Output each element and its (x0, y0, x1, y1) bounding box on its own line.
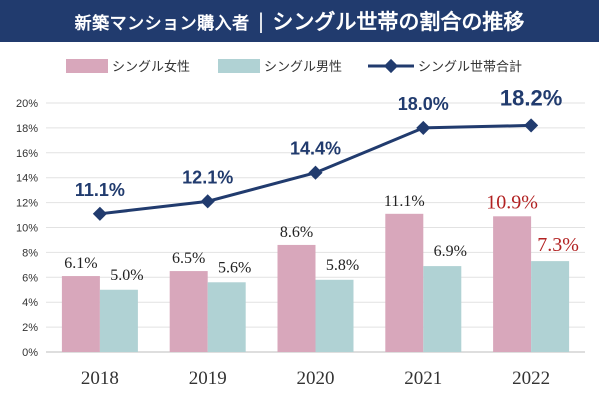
bar-female-2021 (385, 213, 424, 352)
label-female-2018: 6.1% (64, 255, 97, 272)
legend-label-total: シングル世帯合計 (418, 59, 522, 75)
label-total-2019: 12.1% (182, 167, 233, 187)
bar-male-2018 (99, 289, 138, 352)
bar-male-2022 (531, 261, 570, 352)
total-marker-2021 (416, 120, 431, 135)
bar-female-2022 (493, 216, 532, 352)
y-tick-label: 16% (16, 148, 38, 160)
bar-male-2021 (423, 266, 462, 352)
y-tick-label: 12% (16, 198, 38, 210)
label-male-2022: 7.3% (537, 234, 579, 256)
y-tick-label: 6% (22, 272, 38, 284)
label-total-2022: 18.2% (500, 85, 562, 110)
legend-swatch-female (66, 59, 108, 73)
y-tick-label: 20% (16, 98, 38, 110)
bar-female-2018 (61, 276, 100, 352)
y-tick-label: 18% (16, 123, 38, 135)
y-tick-label: 10% (16, 223, 38, 235)
legend-label-female: シングル女性 (112, 59, 190, 75)
bar-male-2020 (315, 279, 354, 352)
y-tick-label: 4% (22, 297, 38, 309)
total-marker-2020 (308, 165, 323, 180)
label-male-2020: 5.8% (326, 257, 359, 274)
title-left: 新築マンション購入者 (74, 13, 250, 34)
title-separator: | (257, 9, 265, 33)
bar-female-2019 (169, 271, 208, 352)
label-male-2018: 5.0% (110, 267, 143, 284)
total-marker-2019 (200, 194, 215, 209)
x-tick-label: 2022 (512, 368, 550, 389)
label-female-2020: 8.6% (280, 224, 313, 241)
legend-marker-total (383, 58, 399, 74)
bar-female-2020 (277, 244, 316, 352)
label-male-2019: 5.6% (218, 259, 251, 276)
x-tick-label: 2021 (404, 368, 442, 389)
label-female-2022: 10.9% (486, 191, 538, 213)
y-tick-label: 14% (16, 173, 38, 185)
legend-swatch-male (218, 59, 260, 73)
label-total-2021: 18.0% (398, 94, 449, 114)
total-marker-2022 (524, 118, 539, 133)
title-right: シングル世帯の割合の推移 (272, 10, 525, 34)
total-marker-2018 (92, 206, 107, 221)
bar-male-2019 (207, 282, 246, 352)
x-tick-label: 2019 (189, 368, 227, 389)
legend-label-male: シングル男性 (264, 60, 342, 75)
label-male-2021: 6.9% (434, 243, 467, 260)
y-tick-label: 8% (22, 247, 38, 259)
x-tick-label: 2018 (81, 368, 119, 389)
label-total-2018: 11.1% (75, 180, 125, 200)
label-female-2021: 11.1% (384, 193, 425, 210)
label-female-2019: 6.5% (172, 250, 205, 267)
y-tick-label: 0% (22, 347, 38, 359)
title-banner: 新築マンション購入者 | シングル世帯の割合の推移 (0, 0, 599, 42)
y-tick-label: 2% (22, 322, 38, 334)
x-tick-label: 2020 (297, 368, 335, 389)
label-total-2020: 14.4% (290, 139, 341, 159)
